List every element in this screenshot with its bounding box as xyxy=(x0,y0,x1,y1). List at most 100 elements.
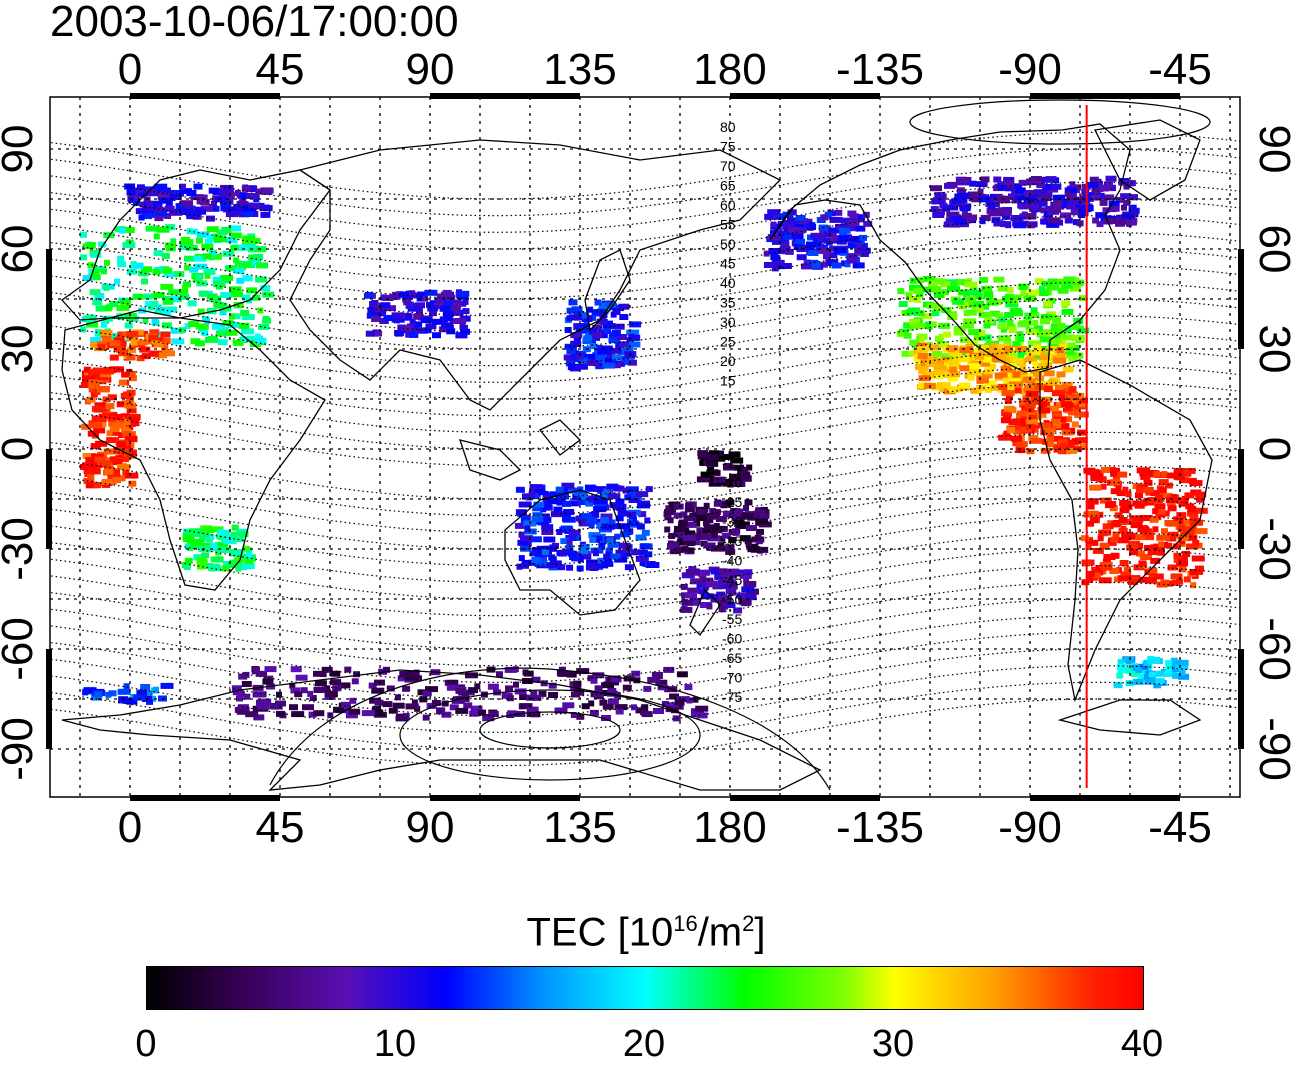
tec-pixel xyxy=(763,262,772,268)
tec-pixel xyxy=(612,362,621,369)
tec-pixel xyxy=(562,702,575,709)
tec-pixel xyxy=(1178,673,1190,680)
tec-pixel xyxy=(229,313,241,320)
tec-pixel xyxy=(609,347,622,354)
tec-pixel xyxy=(1182,529,1194,536)
tec-pixel xyxy=(104,468,114,475)
tec-pixel xyxy=(674,699,685,706)
tec-pixel xyxy=(1040,207,1054,214)
tec-pixel xyxy=(185,244,198,251)
tec-pixel xyxy=(223,538,237,545)
tec-pixel xyxy=(156,337,164,344)
tec-pixel xyxy=(907,324,915,331)
tec-pixel xyxy=(200,563,213,569)
tec-pixel xyxy=(604,328,612,334)
tec-pixel xyxy=(1078,437,1088,444)
tec-pixel xyxy=(1033,413,1042,420)
tec-pixel xyxy=(1103,554,1116,560)
tec-pixel xyxy=(163,271,177,278)
tec-pixel xyxy=(597,348,611,355)
tec-pixel xyxy=(1048,338,1062,345)
tec-pixel xyxy=(598,542,606,549)
tec-pixel xyxy=(794,223,804,230)
tec-pixel xyxy=(1147,657,1160,664)
tec-pixel xyxy=(580,513,593,520)
tec-pixel xyxy=(260,285,271,292)
tec-pixel xyxy=(426,702,437,709)
tec-pixel xyxy=(1060,401,1072,408)
tec-pixel xyxy=(836,235,850,242)
tec-pixel xyxy=(771,259,785,266)
tec-pixel xyxy=(847,257,859,264)
magnetic-contour xyxy=(50,498,1240,567)
tec-pixel xyxy=(1074,397,1081,404)
tec-pixel xyxy=(1108,200,1120,207)
contour-label: 55 xyxy=(720,217,736,233)
tec-pixel xyxy=(1006,324,1016,330)
tec-pixel xyxy=(695,705,709,712)
tec-pixel xyxy=(978,344,990,351)
tec-pixel xyxy=(395,715,409,722)
contour-label: -75 xyxy=(722,689,742,705)
tec-pixel xyxy=(713,523,720,529)
tec-pixel xyxy=(985,318,995,324)
tec-pixel xyxy=(164,242,176,249)
tec-pixel xyxy=(161,337,171,344)
tec-pixel xyxy=(1015,447,1026,454)
tec-pixel xyxy=(1158,541,1165,548)
tec-pixel xyxy=(145,225,159,232)
tec-pixel xyxy=(733,464,745,471)
tec-pixel xyxy=(1070,197,1082,204)
tec-pixel xyxy=(241,681,252,687)
tec-pixel xyxy=(700,471,710,478)
tec-pixel xyxy=(417,291,428,298)
tec-pixel xyxy=(1005,222,1012,229)
tec-pixel xyxy=(982,360,990,367)
tec-pixel xyxy=(1025,213,1037,219)
tec-pixel xyxy=(645,486,653,493)
colorbar-title-exp2: 2 xyxy=(742,911,755,936)
tec-pixel xyxy=(824,211,832,218)
tec-pixel xyxy=(88,274,101,281)
tec-pixel xyxy=(1033,189,1045,196)
tec-pixel xyxy=(602,703,614,710)
tec-pixel xyxy=(136,184,145,191)
tec-pixel xyxy=(930,206,939,213)
tec-pixel xyxy=(92,299,103,306)
tec-pixel xyxy=(714,573,726,580)
tec-pixel xyxy=(550,511,564,518)
frame-band xyxy=(46,649,52,749)
tec-pixel xyxy=(201,552,210,559)
contour-label: 15 xyxy=(720,373,736,389)
tec-pixel xyxy=(703,502,710,509)
tec-pixel xyxy=(1053,445,1064,452)
tec-pixel xyxy=(90,443,101,450)
tec-pixel xyxy=(1057,287,1069,294)
tec-pixel xyxy=(993,176,1002,183)
tec-pixel xyxy=(622,684,632,691)
tec-pixel xyxy=(106,430,113,437)
tec-pixel xyxy=(957,193,970,200)
tec-pixel xyxy=(1035,384,1048,391)
tec-pixel xyxy=(87,473,95,480)
tec-pixel xyxy=(1095,212,1108,219)
tec-pixel xyxy=(245,558,254,565)
tec-pixel xyxy=(692,534,701,541)
magnetic-contour xyxy=(50,615,1240,683)
tec-pixel xyxy=(165,200,173,207)
tec-pixel xyxy=(405,670,416,677)
tec-pixel xyxy=(739,599,750,606)
tec-pixel xyxy=(441,322,453,329)
tec-pixel xyxy=(371,300,379,306)
tec-pixel xyxy=(1012,428,1026,435)
tec-pixel xyxy=(605,547,613,554)
colorbar-title-suffix: ] xyxy=(754,910,766,955)
lat-tick-right: 30 xyxy=(1250,324,1292,374)
tec-pixel xyxy=(576,353,584,360)
tec-pixel xyxy=(1025,313,1033,320)
tec-pixel xyxy=(1095,565,1107,571)
tec-pixel xyxy=(129,343,136,350)
tec-pixel xyxy=(525,540,532,547)
tec-pixel xyxy=(619,314,629,320)
tec-pixel xyxy=(839,232,848,239)
